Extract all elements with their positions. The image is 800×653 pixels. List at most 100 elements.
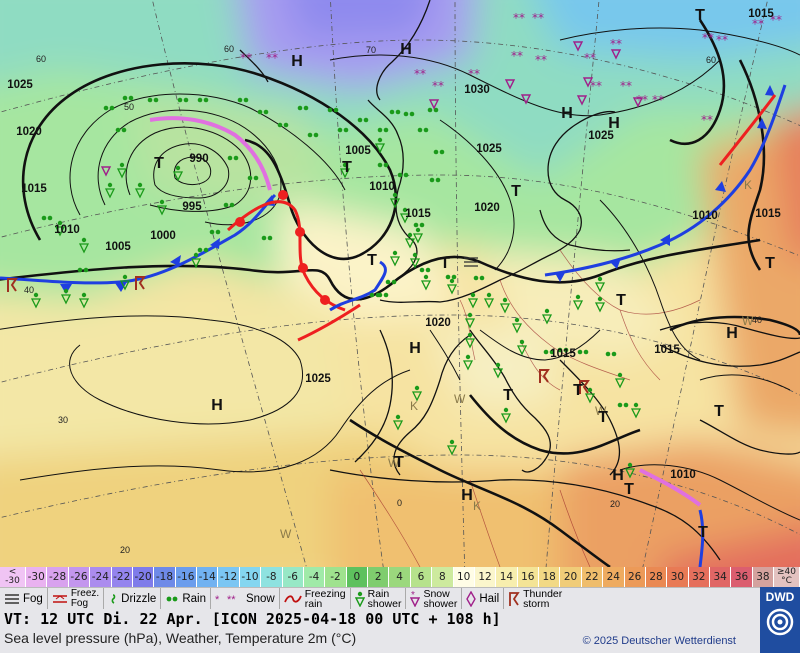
rain-icon (307, 132, 313, 138)
isobar-label: 1015 (654, 344, 680, 356)
rain-shower-dot (414, 385, 420, 391)
rain-shower-icon (446, 284, 458, 295)
scale-cell: 24 (603, 567, 625, 587)
cold-front-europe-triangles (555, 85, 775, 282)
rain-icon (115, 127, 121, 133)
legend-thunderstorm: Thunder storm (504, 588, 566, 610)
cold-front-atlantic (0, 193, 277, 285)
rain-icon (41, 215, 47, 221)
rain-icon (177, 97, 183, 103)
rain-icon (47, 215, 53, 221)
rain-shower-icon (412, 233, 424, 244)
rain-shower-dot (633, 402, 639, 408)
rain-icon (283, 122, 289, 128)
isobar-label: 1020 (16, 126, 42, 138)
snow-shower-icon (582, 77, 594, 88)
pressure-centers: H H T T T H H T T H T T H T T H T T H T … (154, 7, 775, 541)
rain-icon (203, 97, 209, 103)
drizzle-icon (111, 594, 116, 604)
isobar-label: 1015 (21, 183, 47, 195)
isobar-label: 1005 (345, 145, 371, 157)
thunderstorm-icon (539, 369, 550, 383)
isobar-label: 1025 (476, 143, 502, 155)
rain-shower-icon (624, 468, 636, 479)
grid-label: 60 (706, 55, 716, 65)
low-center: T (573, 382, 583, 399)
snow-icon: ** (584, 51, 596, 65)
rain-icon (577, 349, 583, 355)
rain-icon (543, 349, 549, 355)
legend-fog: Fog (0, 588, 48, 610)
rain-shower-icon (399, 213, 411, 224)
scale-cell: -18 (154, 567, 176, 587)
isobar-label: 990 (189, 153, 208, 165)
snow-icon: ** (240, 51, 252, 65)
snow-icon: ** (652, 93, 664, 107)
rain-icon (397, 172, 403, 178)
legend-thunderstorm-label-2: storm (523, 598, 550, 610)
rain-icon (327, 107, 333, 113)
rain-shower-icon (134, 188, 146, 199)
grid-label: 20 (120, 545, 130, 555)
rain-shower-icon (420, 280, 432, 291)
rain-shower-icon (354, 591, 365, 607)
grid-label: 60 (36, 54, 46, 64)
rain-shower-dot (193, 252, 199, 258)
grid-labels: 60 60 60 70 50 40 40 30 20 0 20 (24, 44, 762, 555)
scale-cell: -16 (175, 567, 197, 587)
rain-icon (419, 267, 425, 273)
legend-thunderstorm-label-1: Thunder (523, 588, 563, 600)
snow-icon: ** (432, 79, 444, 93)
legend-freezing-fog-label-1: Freez. (70, 588, 100, 599)
snow-shower-icon (504, 79, 516, 90)
rain-icon (417, 127, 423, 133)
scale-cells: -30 -28 -26 -24 -22 -20 -18 -16 -14 -12 -10 -8 -6 -4-… (26, 567, 775, 587)
scale-cell: 36 (731, 567, 753, 587)
isobar-label: 1010 (692, 210, 718, 222)
rain-icon (623, 402, 629, 408)
low-center: T (598, 409, 608, 426)
hail-icon (466, 591, 477, 607)
rain-icon (227, 155, 233, 161)
dwd-logo-text: DWD (765, 590, 795, 604)
isobar-label: 1000 (150, 230, 176, 242)
rain-shower-dot (395, 414, 401, 420)
rain-shower-dot (519, 339, 525, 345)
rain-shower-dot (502, 297, 508, 303)
rain-shower-icon (190, 258, 202, 269)
rain-icon (297, 105, 303, 111)
scale-cell: 38 (752, 567, 775, 587)
rain-shower-icon (30, 298, 42, 309)
marker-w: W (454, 392, 466, 406)
high-center: H (461, 487, 473, 504)
rain-shower-dot (122, 274, 128, 280)
high-center: H (612, 467, 624, 484)
thunderstorm-icon (135, 276, 146, 290)
low-center: T (342, 159, 352, 176)
rain-shower-dot (119, 162, 125, 168)
rain-icon (435, 177, 441, 183)
isobars (0, 19, 800, 567)
rain-icon (423, 127, 429, 133)
rain-icon (261, 235, 267, 241)
warm-front-biscay (297, 303, 361, 342)
rain-icon (557, 347, 563, 353)
rain-icon (451, 274, 457, 280)
rain-shower-dot (407, 232, 413, 238)
scale-low-end: < -30 (0, 567, 26, 587)
rain-icon (403, 111, 409, 117)
isobar-label: 1010 (369, 181, 395, 193)
rain-shower-icon (516, 345, 528, 356)
rain-icon (83, 267, 89, 273)
rain-shower-dot (495, 362, 501, 368)
grid-label: 30 (58, 415, 68, 425)
scale-cell: 4 (389, 567, 411, 587)
temperature-color-scale: < -30 -30 -28 -26 -24 -22 -20 -18 -16 -14 -12 -10-… (0, 567, 800, 587)
scale-cell: 28 (645, 567, 668, 587)
scale-cell: -26 (68, 567, 91, 587)
grid-label: 60 (224, 44, 234, 54)
coastlines (239, 0, 800, 561)
rain-shower-dot (575, 294, 581, 300)
low-center: T (154, 155, 164, 172)
rain-icon (391, 279, 397, 285)
